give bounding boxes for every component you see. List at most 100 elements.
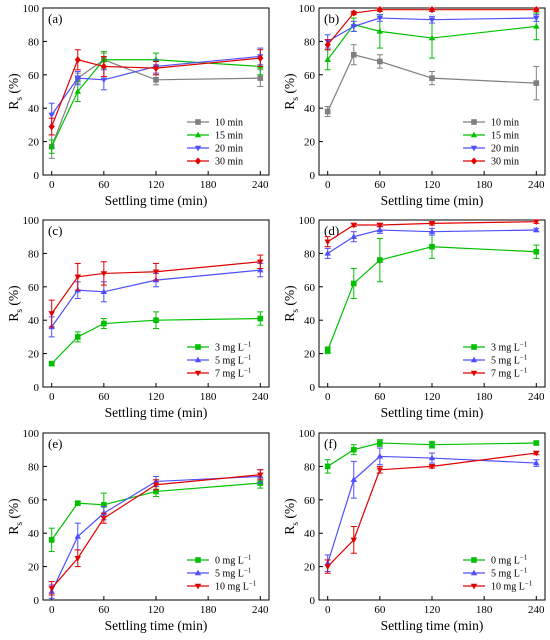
panel-e: 0 60 120 180 240 0 20 40 60 80 100 Settling time (m… — [6, 428, 270, 633]
data-point — [257, 315, 264, 322]
data-point — [428, 454, 436, 461]
legend-entry-superscript: −1 — [525, 580, 533, 588]
legend-entry-superscript: −1 — [520, 354, 528, 362]
legend-entry: 15 min — [215, 131, 243, 142]
y-tick-label: 100 — [299, 3, 316, 15]
legend-entry-superscript: −1 — [520, 341, 528, 349]
data-point — [324, 56, 331, 63]
legend-entry-superscript: −1 — [244, 567, 252, 575]
data-point — [74, 274, 81, 281]
y-tick-label: 0 — [34, 595, 40, 607]
legend-marker — [470, 356, 478, 363]
legend-entry-label: 15 min — [491, 131, 519, 142]
legend-marker — [195, 119, 201, 125]
legend: 0 mg L−15 mg L−110 mg L−1 — [187, 554, 257, 593]
y-tick-label: 60 — [28, 70, 40, 82]
series-2 — [48, 469, 264, 596]
x-tick-label: 120 — [424, 604, 441, 616]
legend-entry: 10 mg L−1 — [215, 580, 257, 593]
data-point — [257, 266, 264, 273]
y-axis-title-main: R — [282, 526, 297, 535]
data-point — [74, 556, 81, 562]
legend-entry-label: 0 mg L — [491, 556, 520, 567]
y-tick-label: 80 — [304, 461, 316, 473]
y-axis-title-subscript: s — [15, 522, 25, 526]
legend-entry-superscript: −1 — [520, 367, 528, 375]
series-line — [327, 452, 537, 568]
legend-entry-label: 5 mg L — [491, 356, 520, 367]
data-point — [257, 75, 264, 81]
legend-entry-label: 20 min — [215, 144, 243, 155]
panel-label: (e) — [48, 436, 62, 451]
data-point — [428, 34, 436, 41]
data-point — [376, 467, 384, 474]
x-axis-title: Settling time (min) — [105, 405, 208, 420]
x-tick-label: 240 — [528, 391, 545, 403]
legend-entry-label: 3 mg L — [491, 343, 520, 354]
panel-label: (f) — [324, 436, 337, 451]
y-axis-title-unit: (%) — [6, 73, 21, 97]
y-tick-label: 60 — [304, 70, 316, 82]
x-tick-label: 120 — [424, 179, 441, 191]
legend-entry-superscript: −1 — [244, 341, 252, 349]
legend-entry-label: 5 mg L — [491, 569, 520, 580]
legend-entry-label: 10 mg L — [215, 582, 249, 593]
legend-entry-superscript: −1 — [244, 354, 252, 362]
data-point — [350, 280, 357, 287]
y-tick-label: 0 — [310, 382, 316, 394]
data-point — [152, 56, 160, 63]
x-tick-label: 120 — [148, 604, 165, 616]
legend-entry: 10 min — [215, 118, 243, 129]
data-point — [428, 6, 436, 14]
data-point — [100, 509, 108, 516]
y-tick-label: 40 — [28, 103, 40, 115]
y-tick-label: 60 — [304, 282, 316, 294]
panel-label: (d) — [324, 223, 339, 238]
y-tick-label: 80 — [28, 248, 40, 260]
x-axis-title: Settling time (min) — [105, 618, 208, 633]
x-tick-label: 60 — [98, 179, 110, 191]
legend-entry: 7 mg L−1 — [215, 367, 252, 380]
x-tick-label: 240 — [252, 391, 269, 403]
legend-entry-superscript: −1 — [520, 554, 528, 562]
legend-entry: 0 mg L−1 — [215, 554, 252, 567]
panel-label: (a) — [48, 11, 62, 26]
legend-entry: 5 mg L−1 — [491, 354, 528, 367]
data-point — [152, 269, 160, 276]
x-tick-label: 120 — [148, 179, 165, 191]
data-point — [74, 533, 81, 539]
series-line — [327, 246, 537, 351]
y-tick-label: 100 — [299, 215, 316, 227]
y-axis-title: Rs (%) — [282, 498, 301, 534]
data-point — [324, 564, 331, 570]
legend: 10 min 15 min 20 min 30 min — [463, 118, 519, 168]
legend-marker — [471, 119, 477, 125]
y-axis-title-subscript: s — [291, 522, 301, 526]
legend-entry: 30 min — [491, 157, 519, 168]
y-axis-title: Rs (%) — [6, 498, 25, 534]
data-point — [257, 472, 264, 479]
x-axis-title: Settling time (min) — [381, 618, 484, 633]
legend-entry: 3 mg L−1 — [215, 341, 252, 354]
y-axis-title: Rs (%) — [282, 73, 301, 109]
legend-entry-label: 10 min — [215, 118, 243, 129]
legend-entry: 20 min — [215, 144, 243, 155]
y-axis-title: Rs (%) — [282, 285, 301, 321]
legend-entry-label: 7 mg L — [491, 369, 520, 380]
y-tick-label: 0 — [34, 170, 40, 182]
x-tick-label: 180 — [476, 179, 493, 191]
data-point — [533, 440, 540, 446]
legend-entry-superscript: −1 — [249, 580, 257, 588]
panel-label: (b) — [324, 11, 339, 26]
series-2 — [48, 254, 264, 328]
data-point — [377, 257, 383, 263]
series-3 — [324, 6, 540, 51]
y-axis-title-unit: (%) — [282, 285, 297, 309]
legend-entry-label: 5 mg L — [215, 356, 244, 367]
legend-entry-label: 7 mg L — [215, 369, 244, 380]
series-2 — [324, 14, 540, 49]
data-point — [533, 459, 540, 466]
y-tick-label: 100 — [299, 428, 316, 440]
x-axis-title: Settling time (min) — [381, 193, 484, 208]
legend-entry: 3 mg L−1 — [491, 341, 528, 354]
